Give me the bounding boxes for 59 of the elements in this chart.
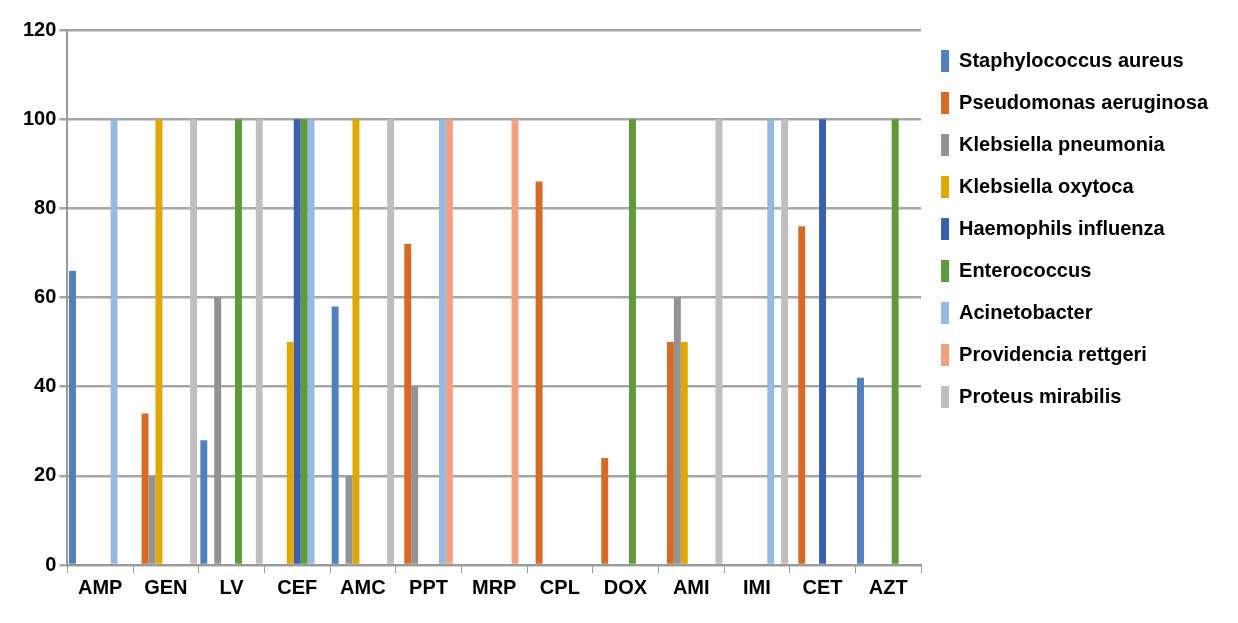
bar bbox=[331, 306, 339, 564]
bar bbox=[300, 119, 308, 564]
x-tick-label: AMP bbox=[77, 575, 123, 598]
bar bbox=[445, 119, 453, 564]
bar bbox=[255, 119, 263, 564]
bar bbox=[293, 119, 301, 564]
legend-label: Haemophils influenza bbox=[959, 216, 1166, 239]
x-tick-label: IMI bbox=[742, 575, 771, 598]
bar bbox=[798, 226, 806, 564]
bar bbox=[141, 413, 149, 564]
bar bbox=[680, 342, 688, 564]
bar bbox=[387, 119, 395, 564]
bar bbox=[155, 119, 163, 564]
x-tick-label: GEN bbox=[144, 575, 188, 598]
legend-label: Providencia rettgeri bbox=[959, 342, 1147, 365]
y-tick-label: 0 bbox=[45, 552, 57, 575]
bar bbox=[69, 270, 76, 564]
bar bbox=[535, 181, 543, 564]
bar bbox=[438, 119, 446, 564]
bar bbox=[629, 119, 636, 564]
bar bbox=[715, 119, 723, 564]
y-tick-label: 120 bbox=[22, 17, 57, 40]
bar bbox=[601, 458, 609, 564]
x-tick-label: DOX bbox=[603, 575, 648, 598]
y-tick-label: 60 bbox=[34, 285, 57, 308]
bar bbox=[666, 342, 674, 564]
x-tick-label: CPL bbox=[539, 575, 580, 598]
bar bbox=[286, 342, 294, 564]
bar bbox=[307, 119, 315, 564]
x-tick-label: MRP bbox=[471, 575, 517, 598]
x-tick-label: PPT bbox=[409, 575, 448, 598]
bar bbox=[235, 119, 242, 564]
y-tick-label: 40 bbox=[34, 374, 57, 397]
legend-label: Proteus mirabilis bbox=[959, 384, 1122, 407]
bar bbox=[404, 244, 412, 564]
bar bbox=[190, 119, 198, 564]
bar bbox=[891, 119, 899, 564]
legend-label: Enterococcus bbox=[959, 258, 1092, 281]
bar bbox=[857, 377, 864, 564]
legend-label: Acinetobacter bbox=[959, 300, 1093, 323]
x-tick-label: AZT bbox=[868, 575, 908, 598]
legend-label: Klebsiella pneumonia bbox=[959, 132, 1166, 155]
y-tick-label: 20 bbox=[34, 463, 57, 486]
x-tick-label: CEF bbox=[277, 575, 318, 598]
x-tick-label: AMC bbox=[340, 575, 386, 598]
bar bbox=[781, 119, 789, 564]
x-tick-label: AMI bbox=[672, 575, 710, 598]
y-tick-label: 80 bbox=[34, 195, 57, 218]
x-tick-label: LV bbox=[219, 575, 245, 598]
bar bbox=[352, 119, 360, 564]
y-tick-label: 100 bbox=[22, 106, 57, 129]
legend-label: Pseudomonas aeruginosa bbox=[959, 90, 1209, 113]
bar bbox=[110, 119, 118, 564]
legend-label: Klebsiella oxytoca bbox=[959, 174, 1135, 197]
legend-label: Staphylococcus aureus bbox=[959, 48, 1184, 71]
bar bbox=[819, 119, 827, 564]
bar bbox=[767, 119, 775, 564]
x-tick-label: CET bbox=[802, 575, 843, 598]
bar bbox=[200, 440, 208, 564]
